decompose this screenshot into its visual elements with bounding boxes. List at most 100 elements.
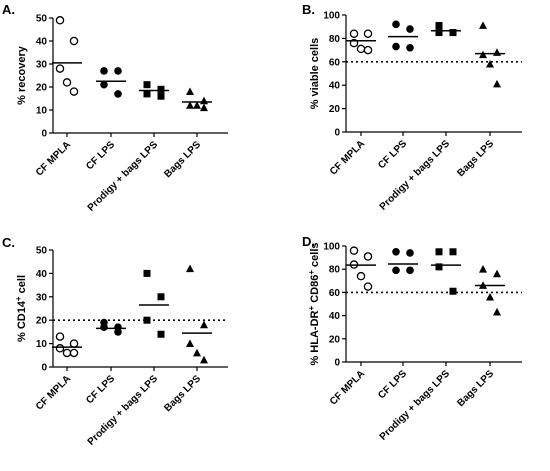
- data-point: [493, 307, 501, 316]
- data-point: [392, 248, 400, 256]
- data-point: [143, 81, 151, 89]
- x-tick-label: Prodigy + bags LPS: [378, 138, 453, 213]
- y-tick-label: 100: [323, 11, 340, 22]
- y-tick-label: 60: [329, 288, 341, 299]
- data-point: [69, 36, 79, 46]
- data-point: [55, 344, 65, 353]
- data-point: [186, 101, 194, 109]
- data-point: [186, 264, 194, 273]
- y-tick-label: 40: [329, 311, 341, 322]
- y-tick-label: 40: [36, 37, 48, 48]
- data-point: [479, 21, 487, 29]
- y-axis-label: % HLA-DR+ CD86+ cells: [307, 242, 322, 365]
- data-point: [200, 320, 208, 329]
- y-tick-label: 10: [36, 106, 48, 117]
- data-point: [55, 64, 65, 73]
- x-tick-label: CF LPS: [84, 373, 117, 406]
- data-point: [449, 29, 457, 37]
- data-point: [356, 271, 366, 281]
- data-point: [200, 103, 208, 112]
- data-point: [392, 42, 400, 51]
- data-point: [100, 323, 108, 332]
- data-point: [143, 269, 151, 277]
- data-point: [392, 266, 400, 275]
- data-point: [193, 101, 201, 109]
- data-point: [200, 96, 208, 105]
- data-point: [435, 22, 443, 30]
- data-point: [406, 266, 414, 275]
- data-point: [435, 29, 443, 37]
- x-tick-label: Prodigy + bags LPS: [378, 368, 453, 443]
- y-tick-label: 100: [323, 242, 340, 253]
- x-tick-label: CF MPLA: [328, 138, 367, 177]
- data-point: [449, 287, 457, 295]
- data-point: [143, 90, 151, 98]
- data-point: [62, 348, 72, 358]
- data-point: [69, 339, 79, 348]
- y-tick-label: 0: [41, 363, 47, 374]
- panel-label: B.: [302, 2, 315, 17]
- data-point: [186, 87, 194, 95]
- data-point: [55, 16, 65, 25]
- data-point: [62, 78, 72, 87]
- y-tick-label: 80: [329, 265, 341, 276]
- x-tick-label: Bags LPS: [162, 139, 203, 180]
- data-point: [363, 29, 373, 38]
- data-point: [356, 44, 366, 54]
- y-tick-label: 0: [334, 358, 340, 369]
- data-point: [186, 339, 194, 347]
- x-tick-label: Bags LPS: [162, 373, 203, 414]
- data-point: [493, 269, 501, 278]
- data-point: [200, 355, 208, 364]
- y-tick-label: 0: [334, 128, 340, 139]
- x-tick-label: Prodigy + bags LPS: [86, 373, 161, 448]
- data-point: [349, 29, 359, 38]
- data-point: [479, 50, 487, 59]
- data-point: [114, 90, 122, 98]
- y-tick-label: 30: [36, 292, 48, 303]
- data-point: [100, 67, 108, 75]
- data-point: [114, 67, 122, 75]
- y-tick-label: 80: [329, 34, 341, 45]
- data-point: [486, 292, 494, 301]
- data-point: [349, 246, 359, 255]
- data-point: [100, 80, 108, 89]
- y-tick-label: 50: [36, 14, 48, 25]
- x-tick-label: Bags LPS: [455, 138, 496, 179]
- data-point: [69, 87, 79, 96]
- y-tick-label: 10: [36, 339, 48, 350]
- x-tick-label: Bags LPS: [455, 368, 496, 409]
- y-tick-label: 20: [36, 316, 48, 327]
- data-point: [392, 20, 400, 29]
- x-tick-label: CF MPLA: [34, 139, 73, 178]
- data-point: [363, 282, 373, 291]
- y-axis-label: % recovery: [16, 45, 28, 105]
- y-tick-label: 40: [329, 81, 341, 92]
- data-point: [55, 332, 65, 341]
- panel-label: C.: [2, 235, 15, 250]
- data-point: [69, 348, 79, 358]
- y-tick-label: 40: [36, 269, 48, 280]
- data-point: [449, 248, 457, 256]
- x-tick-label: CF LPS: [376, 368, 409, 401]
- y-axis-label: % viable cells: [309, 38, 321, 110]
- data-point: [114, 328, 122, 336]
- y-axis-label: % CD14+ cell: [14, 275, 29, 342]
- y-tick-label: 20: [329, 104, 341, 115]
- y-tick-label: 30: [36, 60, 48, 71]
- x-tick-label: CF MPLA: [34, 373, 73, 412]
- x-tick-label: CF MPLA: [328, 368, 367, 407]
- data-point: [157, 293, 165, 301]
- data-point: [493, 79, 501, 88]
- panel-label: A.: [2, 2, 15, 17]
- data-point: [143, 316, 151, 324]
- x-tick-label: Prodigy + bags LPS: [86, 139, 161, 214]
- data-point: [435, 263, 443, 271]
- data-point: [435, 248, 443, 256]
- data-point: [406, 249, 414, 257]
- y-tick-label: 60: [329, 57, 341, 68]
